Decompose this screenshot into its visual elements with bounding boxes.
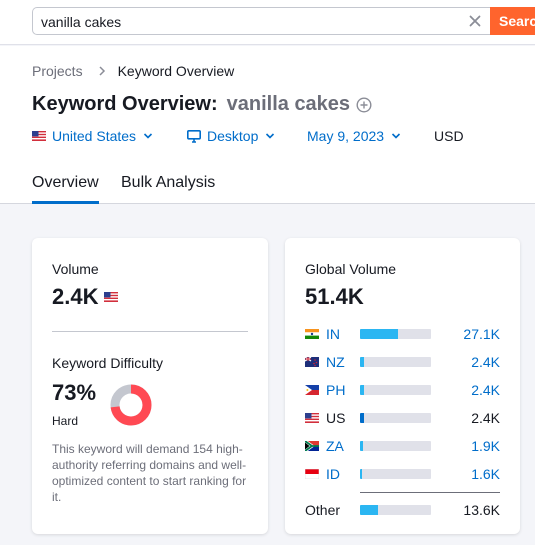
chevron-down-icon xyxy=(143,133,153,139)
flag-south-africa-icon xyxy=(305,441,319,451)
chevron-down-icon xyxy=(266,133,275,139)
other-label: Other xyxy=(305,502,341,518)
country-code[interactable]: NZ xyxy=(326,354,345,370)
keyword-difficulty-description: This keyword will demand 154 high-author… xyxy=(52,442,247,504)
volume-bar xyxy=(360,469,431,479)
keyword-difficulty-label: Keyword Difficulty xyxy=(52,355,164,371)
volume-bar-fill xyxy=(360,357,364,367)
device-selector[interactable]: Desktop xyxy=(187,128,275,144)
other-volume: 13.6K xyxy=(463,502,500,518)
page-title-keyword: vanilla cakes xyxy=(226,93,351,115)
volume-value: 2.4K xyxy=(52,284,119,310)
chevron-right-icon xyxy=(99,66,105,76)
country-row-other: Other 13.6K xyxy=(305,502,500,518)
global-volume-card: Global Volume 51.4K IN 27.1K NZ 2.4K xyxy=(285,238,520,534)
country-code[interactable]: ZA xyxy=(326,438,344,454)
divider xyxy=(360,492,500,493)
country-selector[interactable]: United States xyxy=(32,128,153,144)
keyword-difficulty-value: 73% xyxy=(52,380,97,405)
chevron-down-icon xyxy=(391,133,401,139)
flag-new-zealand-icon xyxy=(305,357,319,367)
country-row-za: ZA 1.9K xyxy=(305,438,500,454)
global-volume-value: 51.4K xyxy=(305,284,364,309)
currency-label: USD xyxy=(434,128,464,144)
search-input[interactable] xyxy=(41,12,461,32)
country-volume[interactable]: 2.4K xyxy=(471,354,500,370)
flag-india-icon xyxy=(305,329,319,339)
country-code: US xyxy=(326,410,346,426)
country-code[interactable]: PH xyxy=(326,382,346,398)
country-row-in: IN 27.1K xyxy=(305,326,500,342)
volume-bar-fill xyxy=(360,329,398,339)
country-row-nz: NZ 2.4K xyxy=(305,354,500,370)
clear-icon[interactable] xyxy=(467,13,483,29)
tab-bulk-analysis[interactable]: Bulk Analysis xyxy=(121,174,216,191)
search-button[interactable]: Search xyxy=(490,7,535,35)
country-row-ph: PH 2.4K xyxy=(305,382,500,398)
flag-indonesia-icon xyxy=(305,469,319,479)
volume-bar xyxy=(360,385,431,395)
country-volume: 2.4K xyxy=(471,410,500,426)
top-search-bar: Search xyxy=(0,0,535,45)
volume-card: Volume 2.4K Keyword Difficulty 73% Hard … xyxy=(32,238,268,534)
global-volume-label: Global Volume xyxy=(305,261,397,277)
volume-bar-fill xyxy=(360,469,363,479)
page-header: Projects Keyword Overview Keyword Overvi… xyxy=(0,46,535,204)
desktop-icon xyxy=(187,129,201,143)
volume-bar-fill xyxy=(360,441,363,451)
country-volume[interactable]: 1.9K xyxy=(471,438,500,454)
volume-bar xyxy=(360,441,431,451)
add-circle-icon[interactable] xyxy=(356,96,372,113)
tab-overview[interactable]: Overview xyxy=(32,174,99,204)
volume-bar xyxy=(360,413,431,423)
flag-united-states-icon xyxy=(32,131,46,141)
volume-bar xyxy=(360,329,431,339)
keyword-difficulty-level: Hard xyxy=(52,414,79,428)
breadcrumb: Projects Keyword Overview xyxy=(32,63,234,79)
difficulty-donut-chart xyxy=(110,384,152,426)
page-title-text: Keyword Overview: xyxy=(32,93,218,115)
country-code[interactable]: ID xyxy=(326,466,340,482)
volume-bar xyxy=(360,505,431,515)
date-label: May 9, 2023 xyxy=(307,128,385,144)
country-volume[interactable]: 27.1K xyxy=(463,326,500,342)
flag-philippines-icon xyxy=(305,385,319,395)
page-title: Keyword Overview: vanilla cakes xyxy=(32,93,372,116)
device-label: Desktop xyxy=(207,128,259,144)
country-code[interactable]: IN xyxy=(326,326,340,342)
volume-bar-fill xyxy=(360,413,364,423)
volume-number: 2.4K xyxy=(52,284,99,309)
country-label: United States xyxy=(52,128,137,144)
country-row-id: ID 1.6K xyxy=(305,466,500,482)
flag-united-states-icon xyxy=(104,292,119,302)
donut-fill xyxy=(110,384,152,426)
volume-bar-fill xyxy=(360,505,379,515)
divider xyxy=(52,331,248,332)
breadcrumb-current: Keyword Overview xyxy=(117,63,235,79)
search-box xyxy=(32,7,490,35)
volume-label: Volume xyxy=(52,261,99,277)
date-selector[interactable]: May 9, 2023 xyxy=(307,128,401,144)
country-row-us: US 2.4K xyxy=(305,410,500,426)
country-volume[interactable]: 2.4K xyxy=(471,382,500,398)
country-volume[interactable]: 1.6K xyxy=(471,466,500,482)
flag-united-states-icon xyxy=(305,413,319,423)
volume-bar-fill xyxy=(360,385,364,395)
breadcrumb-projects-link[interactable]: Projects xyxy=(32,63,83,79)
volume-bar xyxy=(360,357,431,367)
